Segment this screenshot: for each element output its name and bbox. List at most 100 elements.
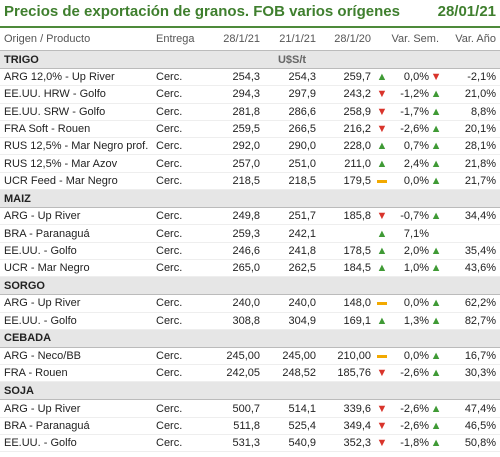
- price-current: 500,7: [210, 399, 264, 418]
- var-year: 30,3%: [443, 364, 500, 383]
- flat-dash-icon: [377, 354, 387, 358]
- trend-year-cell: ▼: [429, 68, 444, 87]
- product-name: RUS 12,5% - Mar Negro prof.: [0, 137, 152, 156]
- delivery: Cerc.: [152, 259, 210, 278]
- var-year: 47,4%: [443, 399, 500, 418]
- price-week-ago: 248,52: [264, 364, 320, 383]
- arrow-down-icon: ▼: [376, 210, 388, 223]
- table-row: ARG 12,0% - Up River Cerc. 254,3 254,3 259,7…: [0, 68, 500, 87]
- delivery: Cerc.: [152, 154, 210, 173]
- arrow-up-icon: ▲: [376, 71, 388, 84]
- price-week-ago: 290,0: [264, 137, 320, 156]
- price-current: 259,5: [210, 120, 264, 139]
- header-row: Origen / Producto Entrega 28/1/21 21/1/2…: [0, 28, 500, 51]
- price-current: 254,3: [210, 68, 264, 87]
- table-row: FRA Soft - Rouen Cerc. 259,5 266,5 216,2 ▼ -2,…: [0, 120, 500, 139]
- table-row: EE.UU. HRW - Golfo Cerc. 294,3 297,9 243,2 ▼ -…: [0, 85, 500, 104]
- arrow-down-icon: ▼: [376, 367, 388, 380]
- trend-year-cell: ▲: [429, 85, 444, 104]
- delivery: Cerc.: [152, 224, 210, 243]
- var-year: 43,6%: [443, 259, 500, 278]
- price-current: 294,3: [210, 85, 264, 104]
- trend-year-cell: ▲: [429, 417, 444, 436]
- price-current: 246,6: [210, 242, 264, 260]
- table-row: RUS 12,5% - Mar Negro prof. Cerc. 292,0 290…: [0, 137, 500, 156]
- price-week-ago: 251,0: [264, 154, 320, 173]
- table-row: EE.UU. SRW - Golfo Cerc. 281,8 286,6 258,9 ▼ -…: [0, 103, 500, 121]
- var-week: 2,4%: [389, 154, 429, 173]
- price-year-ago: 185,76: [320, 364, 375, 383]
- arrow-up-icon: ▲: [430, 140, 442, 153]
- trend-week-cell: ▲: [375, 224, 389, 243]
- page-title: Precios de exportación de granos. FOB va…: [4, 3, 400, 20]
- var-week: -0,7%: [389, 207, 429, 226]
- trend-week-cell: [375, 347, 389, 366]
- delivery: Cerc.: [152, 242, 210, 260]
- price-year-ago: 211,0: [320, 154, 375, 173]
- section-row: TRIGO U$S/t: [0, 50, 500, 69]
- delivery: Cerc.: [152, 172, 210, 191]
- price-year-ago: 349,4: [320, 417, 375, 436]
- trend-year-cell: ▲: [429, 154, 444, 173]
- product-name: EE.UU. - Golfo: [0, 434, 152, 453]
- trend-year-cell: ▲: [429, 137, 444, 156]
- col-date-1: 28/1/21: [210, 28, 264, 51]
- product-name: EE.UU. SRW - Golfo: [0, 103, 152, 121]
- table-row: ARG - Up River Cerc. 240,0 240,0 148,0 0,0% ▲ 6…: [0, 294, 500, 313]
- var-week: 0,0%: [389, 172, 429, 191]
- trend-year-cell: ▲: [429, 172, 444, 191]
- var-week: 1,0%: [389, 259, 429, 278]
- trend-year-cell: ▲: [429, 364, 444, 383]
- trend-week-cell: ▲: [375, 242, 389, 260]
- delivery: Cerc.: [152, 68, 210, 87]
- product-name: ARG - Neco/BB: [0, 347, 152, 366]
- price-year-ago: 243,2: [320, 85, 375, 104]
- trend-year-cell: ▲: [429, 347, 444, 366]
- section-row: CEBADA: [0, 328, 500, 348]
- arrow-up-icon: ▲: [430, 105, 442, 118]
- price-week-ago: 218,5: [264, 172, 320, 191]
- price-week-ago: 240,0: [264, 294, 320, 313]
- var-year: 21,7%: [443, 172, 500, 191]
- var-year: 62,2%: [443, 294, 500, 313]
- price-week-ago: 304,9: [264, 312, 320, 330]
- delivery: Cerc.: [152, 312, 210, 330]
- price-current: 249,8: [210, 207, 264, 226]
- var-week: -1,2%: [389, 85, 429, 104]
- price-year-ago: 210,00: [320, 347, 375, 366]
- var-week: 0,7%: [389, 137, 429, 156]
- arrow-up-icon: ▲: [430, 88, 442, 101]
- price-current: 257,0: [210, 154, 264, 173]
- price-week-ago: 245,00: [264, 347, 320, 366]
- trend-week-cell: ▼: [375, 417, 389, 436]
- product-name: ARG - Up River: [0, 399, 152, 418]
- price-week-ago: 251,7: [264, 207, 320, 226]
- trend-week-cell: ▼: [375, 103, 389, 121]
- var-year: 34,4%: [443, 207, 500, 226]
- price-year-ago: 169,1: [320, 312, 375, 330]
- arrow-up-icon: ▲: [430, 419, 442, 432]
- trend-week-cell: ▼: [375, 85, 389, 104]
- delivery: Cerc.: [152, 347, 210, 366]
- var-year: -2,1%: [443, 68, 500, 87]
- col-date-3: 28/1/20: [320, 28, 375, 51]
- var-year: 82,7%: [443, 312, 500, 330]
- arrow-up-icon: ▲: [376, 314, 388, 327]
- price-year-ago: 184,5: [320, 259, 375, 278]
- price-current: 218,5: [210, 172, 264, 191]
- price-week-ago: 254,3: [264, 68, 320, 87]
- product-name: RUS 12,5% - Mar Azov: [0, 154, 152, 173]
- product-name: ARG 12,0% - Up River: [0, 68, 152, 87]
- product-name: UCR - Mar Negro: [0, 259, 152, 278]
- table-row: ARG - Neco/BB Cerc. 245,00 245,00 210,00 0,0%…: [0, 347, 500, 366]
- table-row: BRA - Paranaguá Cerc. 259,3 242,1 ▲ 7,1%: [0, 224, 500, 243]
- var-year: 20,1%: [443, 120, 500, 139]
- price-current: 245,00: [210, 347, 264, 366]
- col-var-anio: Var. Año: [443, 28, 500, 51]
- product-name: ARG - Up River: [0, 207, 152, 226]
- arrow-up-icon: ▲: [430, 244, 442, 257]
- section-name: TRIGO: [0, 50, 264, 69]
- arrow-up-icon: ▲: [376, 227, 388, 240]
- price-current: 259,3: [210, 224, 264, 243]
- arrow-down-icon: ▼: [376, 402, 388, 415]
